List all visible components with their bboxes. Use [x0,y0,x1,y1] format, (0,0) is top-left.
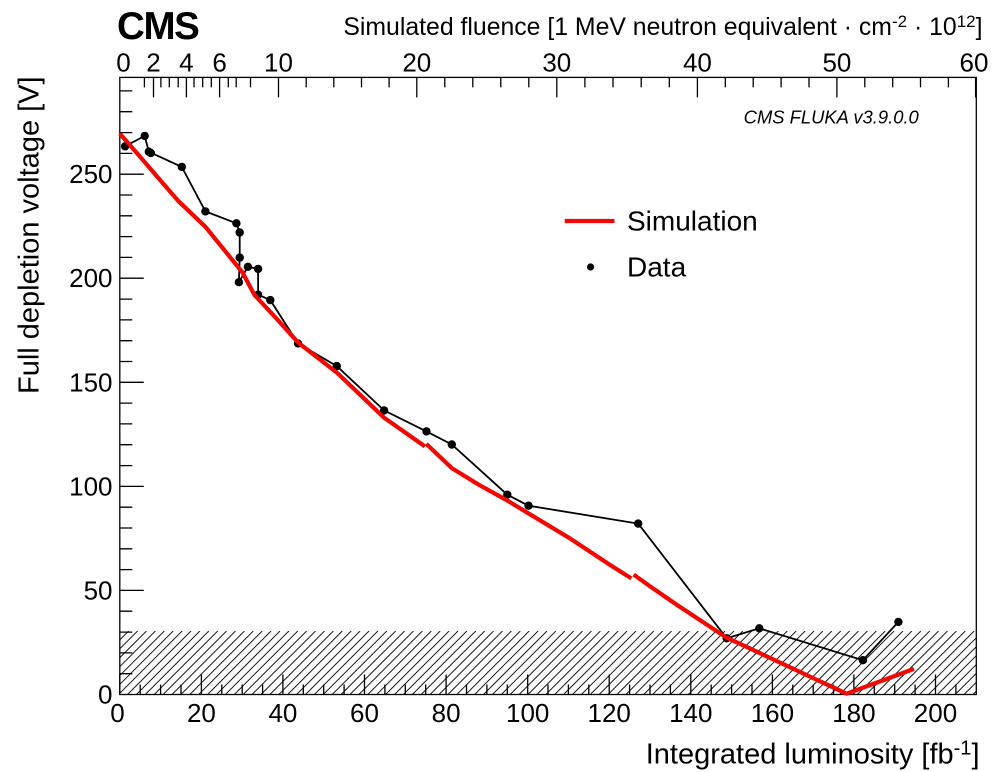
svg-text:6: 6 [212,48,226,78]
svg-text:180: 180 [832,698,875,728]
svg-text:160: 160 [751,698,794,728]
svg-text:200: 200 [914,698,957,728]
svg-text:40: 40 [683,48,712,78]
svg-text:Simulation: Simulation [627,206,758,237]
svg-text:0: 0 [116,48,130,78]
svg-text:60: 60 [960,48,989,78]
svg-text:100: 100 [506,698,549,728]
svg-text:40: 40 [268,698,297,728]
svg-text:Data: Data [627,252,687,283]
svg-text:150: 150 [69,367,112,397]
svg-text:250: 250 [69,159,112,189]
svg-text:120: 120 [588,698,631,728]
svg-text:CMS FLUKA v3.9.0.0: CMS FLUKA v3.9.0.0 [744,107,920,128]
svg-text:20: 20 [402,48,431,78]
svg-text:30: 30 [542,48,571,78]
svg-text:140: 140 [669,698,712,728]
svg-text:2: 2 [146,48,160,78]
svg-text:50: 50 [822,48,851,78]
svg-text:80: 80 [432,698,461,728]
svg-text:Integrated luminosity [fb-1]: Integrated luminosity [fb-1] [646,738,980,771]
svg-text:4: 4 [179,48,193,78]
svg-text:Full depletion voltage [V]: Full depletion voltage [V] [14,76,46,394]
svg-text:CMS: CMS [117,5,199,48]
svg-text:Simulated fluence [1 MeV neutr: Simulated fluence [1 MeV neutron equival… [343,12,982,41]
svg-text:50: 50 [84,575,113,605]
svg-text:0: 0 [110,698,124,728]
svg-text:0: 0 [98,680,112,710]
svg-text:60: 60 [350,698,379,728]
svg-text:200: 200 [69,263,112,293]
svg-text:20: 20 [187,698,216,728]
svg-text:100: 100 [69,471,112,501]
svg-text:10: 10 [264,48,293,78]
